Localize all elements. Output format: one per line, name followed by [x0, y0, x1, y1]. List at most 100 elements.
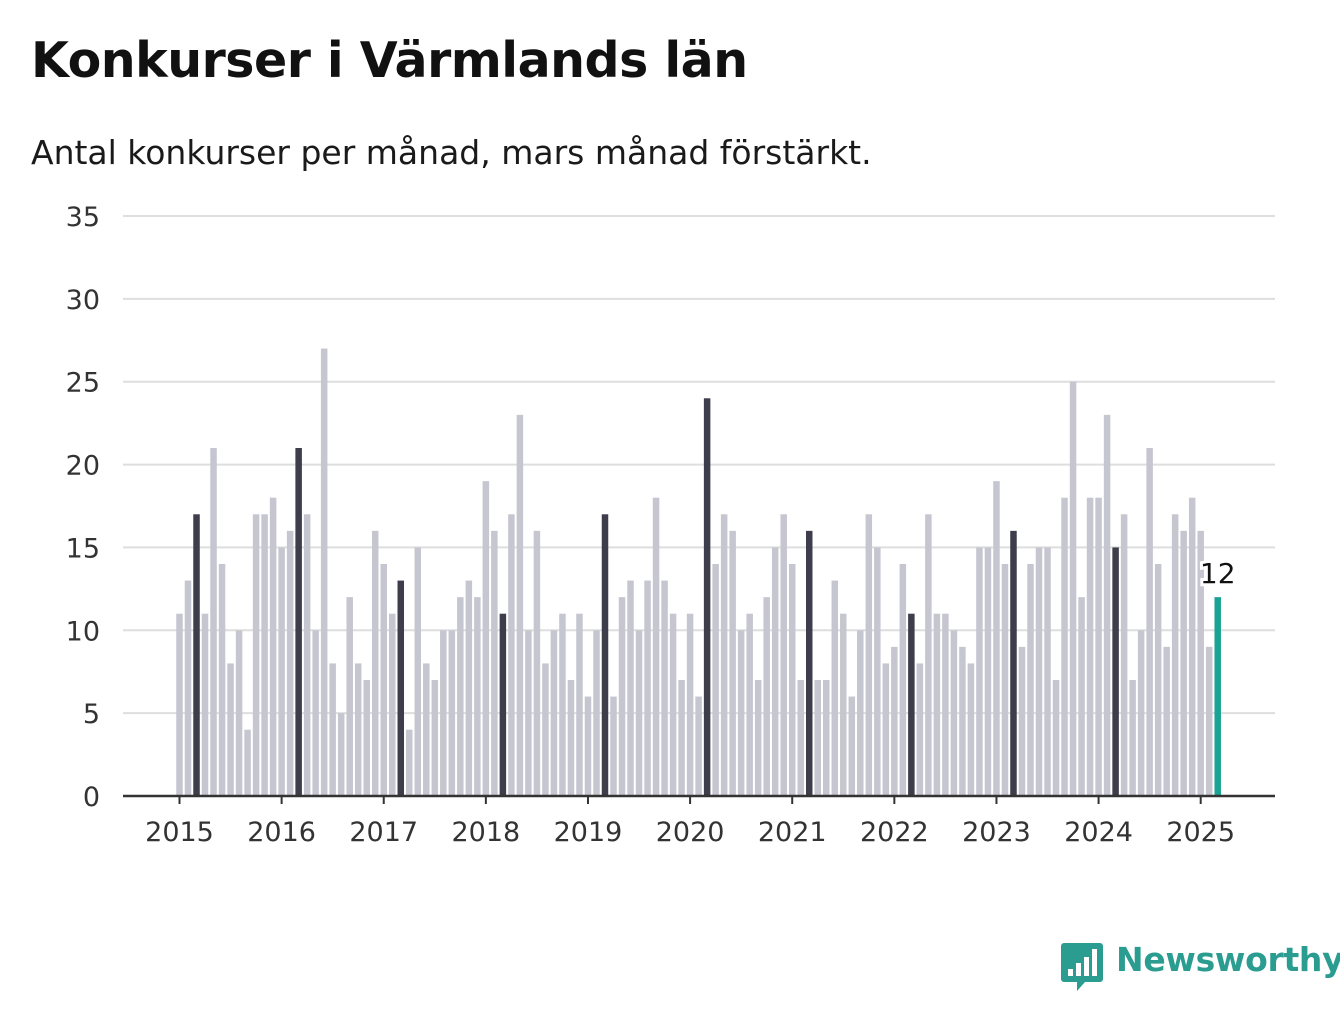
- bar: [346, 597, 353, 796]
- bar: [440, 630, 447, 796]
- bar-march: [805, 530, 813, 796]
- last-value-label: 12: [1200, 557, 1236, 590]
- bar-march: [703, 398, 711, 796]
- bar-chart-speech-bubble-icon: [1061, 943, 1103, 991]
- x-tick-label: 2017: [349, 817, 418, 848]
- bar: [1205, 646, 1213, 796]
- bar: [848, 696, 856, 796]
- bar: [286, 530, 294, 796]
- bar: [771, 547, 779, 796]
- bar: [474, 597, 481, 796]
- x-tick-label: 2019: [554, 817, 623, 848]
- bar: [720, 514, 728, 796]
- bar: [754, 680, 762, 796]
- bar: [406, 729, 413, 796]
- x-tick-label: 2015: [145, 817, 214, 848]
- bar: [874, 547, 881, 796]
- bar: [320, 348, 328, 796]
- bar: [363, 680, 370, 796]
- bar-latest: [1214, 597, 1221, 796]
- y-tick-label: 25: [66, 368, 100, 399]
- y-tick-label: 10: [66, 616, 100, 647]
- annotations: 12: [1197, 554, 1239, 593]
- bar: [1154, 564, 1162, 796]
- bar: [261, 514, 268, 796]
- bar: [542, 663, 549, 796]
- bar: [337, 713, 345, 796]
- chart-subtitle: Antal konkurser per månad, mars månad fö…: [31, 133, 872, 172]
- bar: [533, 530, 541, 796]
- bar: [431, 680, 439, 796]
- bar: [1044, 547, 1051, 796]
- bar: [210, 448, 217, 796]
- y-tick-label: 15: [66, 533, 100, 564]
- bar: [559, 613, 566, 796]
- bar-march: [1010, 530, 1017, 796]
- bar: [576, 613, 583, 796]
- bar: [942, 613, 949, 796]
- bar: [1137, 630, 1145, 796]
- bar: [482, 481, 490, 796]
- bar: [354, 663, 362, 796]
- bar: [984, 547, 992, 796]
- bar: [303, 514, 311, 796]
- bar: [278, 547, 285, 796]
- bar-march: [397, 580, 405, 796]
- x-tick-label: 2022: [860, 817, 929, 848]
- bar: [1095, 497, 1102, 796]
- bar: [950, 630, 958, 796]
- bar: [457, 597, 464, 796]
- bar: [780, 514, 787, 796]
- bar: [737, 630, 745, 796]
- bar: [814, 680, 821, 796]
- bar: [1069, 381, 1077, 796]
- bar: [389, 613, 396, 796]
- bar: [1120, 514, 1128, 796]
- chart-title: Konkurser i Värmlands län: [31, 32, 748, 89]
- bar: [380, 564, 387, 796]
- y-axis-labels: 0 5 10 15 20 25 30 35: [66, 202, 100, 813]
- bar: [661, 580, 668, 796]
- bar: [414, 547, 422, 796]
- bar: [635, 630, 643, 796]
- bar-march: [908, 613, 915, 796]
- bar: [218, 564, 226, 796]
- bar: [899, 564, 907, 796]
- bars: [176, 348, 1221, 796]
- bar-march: [295, 448, 302, 796]
- bar: [1171, 514, 1179, 796]
- bar: [925, 514, 932, 796]
- x-tick-label: 2024: [1064, 817, 1133, 848]
- x-tick-label: 2016: [247, 817, 316, 848]
- bar: [244, 729, 251, 796]
- bar: [227, 663, 234, 796]
- x-tick-label: 2020: [656, 817, 725, 848]
- bar: [959, 646, 966, 796]
- bar: [1103, 414, 1111, 796]
- bar: [516, 414, 524, 796]
- bar: [823, 680, 830, 796]
- bar: [329, 663, 336, 796]
- bar: [1001, 564, 1009, 796]
- bar: [1061, 497, 1068, 796]
- bar: [423, 663, 430, 796]
- bar: [882, 663, 890, 796]
- x-tick-label: 2025: [1166, 817, 1235, 848]
- bar: [1180, 530, 1187, 796]
- bar: [652, 497, 660, 796]
- bar: [312, 630, 319, 796]
- bar: [788, 564, 796, 796]
- x-tick-label: 2023: [962, 817, 1031, 848]
- y-tick-label: 0: [83, 782, 100, 813]
- bar: [448, 630, 456, 796]
- bar: [916, 663, 924, 796]
- bar: [269, 497, 277, 796]
- bar: [176, 613, 183, 796]
- bar: [967, 663, 975, 796]
- bar: [797, 680, 804, 796]
- y-tick-label: 35: [66, 202, 100, 233]
- bar: [644, 580, 651, 796]
- bar: [1035, 547, 1043, 796]
- x-axis-ticks: 2015 2016 2017 2018 2019 2020 2021 2022 2023 2024…: [145, 796, 1235, 848]
- bar: [695, 696, 702, 796]
